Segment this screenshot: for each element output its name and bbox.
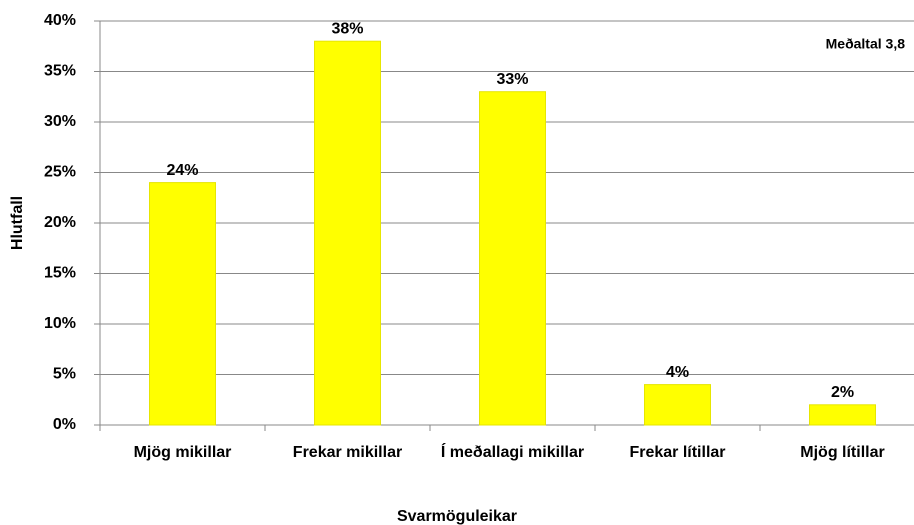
x-tick-label: Mjög mikillar [133, 444, 232, 461]
bar [314, 40, 381, 426]
bar [479, 91, 546, 426]
data-label: 38% [331, 20, 363, 37]
annotation: Meðaltal 3,8 [826, 36, 906, 52]
data-label: 4% [666, 364, 689, 381]
data-label: 33% [496, 71, 528, 88]
bar [809, 404, 876, 426]
bar [644, 384, 711, 426]
y-tick-label: 15% [44, 265, 76, 282]
y-tick-label: 20% [44, 214, 76, 231]
x-tick-label: Frekar mikillar [292, 444, 403, 461]
bar [149, 182, 216, 426]
x-axis-title: Svarmöguleikar [397, 508, 517, 525]
y-axis-title: Hlutfall [9, 196, 26, 250]
x-tick-label: Frekar lítillar [629, 444, 726, 461]
data-label: 24% [166, 162, 198, 179]
y-tick-label: 10% [44, 315, 76, 332]
y-tick-label: 25% [44, 164, 76, 181]
y-tick-label: 5% [53, 366, 76, 383]
y-tick-label: 40% [44, 12, 76, 29]
data-label: 2% [831, 384, 854, 401]
y-tick-label: 35% [44, 63, 76, 80]
x-tick-label: Í meðallagi mikillar [440, 444, 585, 461]
x-tick-label: Mjög lítillar [800, 444, 885, 461]
y-tick-label: 30% [44, 113, 76, 130]
y-tick-label: 0% [53, 416, 76, 433]
